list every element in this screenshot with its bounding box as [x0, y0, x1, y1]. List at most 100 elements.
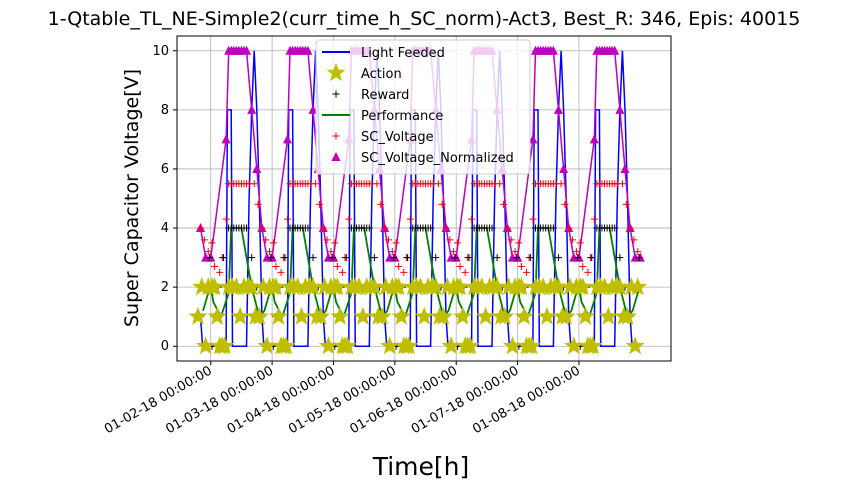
sc-voltage-point [283, 215, 291, 223]
sc-voltage-point [377, 200, 385, 208]
sc-voltage-point [272, 262, 280, 270]
sc-voltage-point [496, 180, 504, 188]
action-point [537, 306, 557, 325]
reward-point [451, 254, 459, 262]
sc-voltage-normalized-point [282, 134, 292, 144]
sc-voltage-point [315, 200, 323, 208]
sc-voltage-point [438, 200, 446, 208]
plot-frame [176, 35, 672, 362]
sc-voltage-point [572, 248, 580, 256]
sc-voltage-point [446, 236, 454, 244]
sc-voltage-point [258, 224, 266, 232]
sc-voltage-point [312, 180, 320, 188]
action-point [426, 277, 446, 296]
action-point [391, 306, 411, 325]
reward-point [465, 254, 473, 262]
x-tick-label: 01-07-18 00:00:00 [409, 363, 522, 437]
action-point [460, 336, 480, 355]
action-point [533, 277, 553, 296]
sc-voltage-normalized-point [242, 45, 252, 55]
sc-voltage-point [266, 248, 274, 256]
reward-point [365, 224, 373, 232]
sc-voltage-point [576, 239, 584, 247]
action-point [564, 336, 584, 355]
sc-voltage-point [345, 215, 353, 223]
sc-voltage-point [630, 236, 638, 244]
sc-voltage-normalized-point [303, 45, 313, 55]
action-point [288, 277, 308, 296]
action-point [472, 277, 492, 296]
legend-label: Reward [361, 88, 409, 103]
sc-voltage-normalized-point [252, 163, 262, 173]
action-point [610, 277, 630, 296]
action-point [522, 336, 542, 355]
action-point [188, 306, 208, 325]
reward-point [512, 254, 520, 262]
legend-label: Performance [361, 109, 443, 124]
sc-voltage-point [618, 180, 626, 188]
action-point [503, 336, 522, 355]
sc-voltage-point [584, 268, 592, 276]
action-point [207, 306, 227, 325]
y-tick-label: 2 [161, 280, 169, 295]
action-point [266, 277, 286, 296]
sc-voltage-point [515, 239, 523, 247]
action-point [249, 306, 269, 325]
reward-point [526, 254, 534, 262]
y-tick-label: 4 [161, 221, 169, 236]
action-point [410, 277, 430, 296]
chart-title: 1-Qtable_TL_NE-Simple2(curr_time_h_SC_no… [48, 8, 801, 30]
action-point [453, 306, 473, 325]
reward-point [554, 254, 562, 262]
legend-handle [332, 90, 340, 98]
action-point [380, 336, 400, 355]
legend-handle [331, 152, 341, 161]
reward-point [342, 254, 350, 262]
sc-voltage-point [197, 224, 205, 232]
action-point [487, 277, 507, 296]
action-point [292, 306, 311, 325]
sc-voltage-normalized-point [559, 163, 569, 173]
sc-voltage-point [456, 262, 464, 270]
sc-voltage-point [622, 200, 630, 208]
action-point [433, 306, 453, 325]
action-point [318, 336, 338, 355]
action-point [338, 336, 358, 355]
sc-voltage-point [517, 262, 525, 270]
action-point [205, 277, 225, 296]
action-point [215, 336, 235, 355]
series-layer [188, 45, 648, 355]
reward-point [304, 224, 312, 232]
sc-voltage-point [450, 248, 458, 256]
action-point [230, 306, 250, 325]
reward-point [390, 254, 398, 262]
legend-label: Action [361, 67, 402, 82]
action-point [450, 277, 470, 296]
reward-point [488, 224, 496, 232]
reward-point [574, 254, 582, 262]
action-point [276, 336, 296, 355]
sc-voltage-point [216, 268, 224, 276]
action-point [372, 306, 392, 325]
sc-voltage-point [461, 268, 469, 276]
sc-voltage-normalized-point [221, 134, 231, 144]
sc-voltage-point [442, 224, 450, 232]
sc-voltage-point [333, 262, 341, 270]
sc-voltage-point [323, 236, 331, 244]
action-point [330, 306, 350, 325]
action-point [364, 277, 384, 296]
y-tick-label: 10 [152, 44, 169, 59]
action-point [625, 336, 645, 355]
sc-voltage-point [262, 236, 270, 244]
sc-voltage-point [388, 248, 396, 256]
action-point [549, 277, 568, 296]
action-point [618, 306, 637, 325]
sc-voltage-point [254, 200, 262, 208]
sc-voltage-point [331, 239, 339, 247]
legend-label: SC_Voltage_Normalized [361, 151, 514, 166]
x-tick-label: 01-06-18 00:00:00 [347, 363, 460, 437]
action-point [242, 277, 262, 296]
reward-point [493, 254, 501, 262]
sc-voltage-point [250, 180, 258, 188]
